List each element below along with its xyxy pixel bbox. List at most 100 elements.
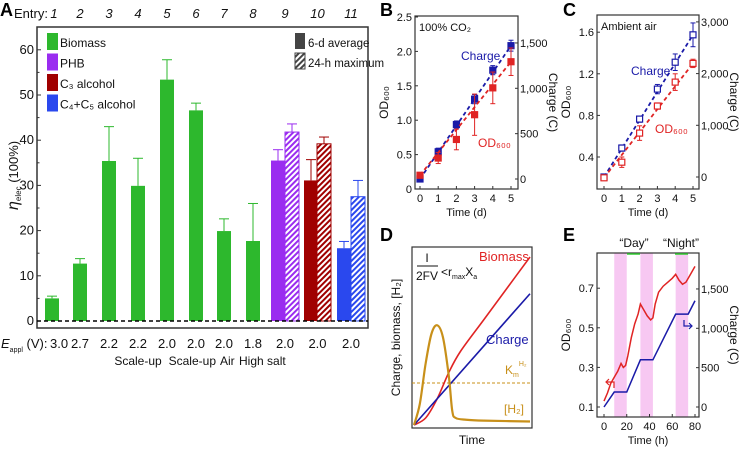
charge-trace [603, 300, 696, 408]
x-tick-label: 2 [453, 193, 459, 205]
eappl-value: 3.0 [50, 336, 68, 351]
biomass-curve [413, 256, 531, 426]
h2-curve [412, 324, 531, 426]
y-right-tick-label: 1,500 [701, 284, 729, 296]
legend-label: C₃ alcohol [60, 77, 115, 91]
km-base: K [505, 363, 513, 377]
y-right-tick-label: 0 [701, 402, 707, 414]
eappl-value: 2.2 [100, 336, 118, 351]
od-point [689, 59, 697, 68]
bar-entry-9-average [271, 160, 285, 321]
km-sup: H₂ [519, 361, 527, 368]
charge-axis-arrow-icon [683, 320, 693, 330]
od-point [416, 171, 424, 179]
od-point [653, 102, 662, 110]
eappl-symbol: E [1, 336, 10, 351]
y-axis-label: OD₆₀₀ [559, 319, 573, 352]
charge-point [653, 85, 662, 93]
od-point [600, 174, 608, 182]
x-tick-label: 0 [601, 193, 607, 205]
x-tick-label: 1 [619, 193, 625, 205]
eq-r-sub: max [452, 274, 466, 281]
charge-series-label: Charge [631, 64, 671, 78]
entry-number: 3 [105, 6, 113, 21]
entry-number: 11 [344, 6, 358, 21]
y-tick-label: 0.7 [579, 283, 594, 295]
y-label-symbol: η [5, 201, 22, 210]
equation-rhs: <rmaxXa [441, 265, 477, 281]
y-tick-label: 0.1 [579, 402, 594, 414]
x-tick-label: 20 [621, 421, 633, 433]
y-tick-label: 0.3 [579, 362, 594, 374]
y-tick-label: 1.0 [397, 115, 412, 127]
eappl-value: 2.0 [342, 336, 360, 351]
bar-entry-10-maximum [316, 143, 332, 322]
charge-label: Charge [486, 332, 529, 347]
entry-number: 9 [281, 6, 288, 21]
y-right-tick-label: 0 [520, 174, 526, 186]
bar-entry-10-average [304, 180, 318, 321]
bar-entry-6-average [189, 110, 203, 321]
y-right-axis-label: Charge (C) [727, 72, 740, 131]
bar-entry-8-average [246, 240, 260, 321]
x-tick-label: 5 [690, 193, 696, 205]
y-right-tick-label: 2,000 [701, 69, 729, 81]
od-point [635, 129, 644, 137]
x-tick-label: 0 [417, 193, 423, 205]
night-label: “Night” [663, 236, 699, 250]
x-tick-label: 4 [672, 193, 678, 205]
h2-label: [H₂] [504, 402, 524, 416]
y-tick-label: 0.8 [579, 110, 594, 122]
condition-note: Scale-up [169, 354, 217, 368]
y-right-axis-label: Charge (C) [727, 305, 740, 364]
entry-number: 2 [75, 6, 84, 21]
y-axis-label: ηelec (100%) [5, 141, 23, 210]
y-tick-label: 0 [406, 184, 412, 196]
y-tick-label: 1.5 [397, 81, 412, 93]
y-label-rest: (100%) [6, 141, 21, 187]
entry-number: 10 [310, 6, 325, 21]
dark-period-band [614, 253, 627, 417]
legend-swatch [47, 33, 58, 50]
y-tick-label: 10 [20, 268, 34, 283]
y-tick-label: 2.5 [397, 12, 412, 24]
bar-entry-11-maximum [350, 196, 366, 322]
panel-e-frame [596, 252, 700, 418]
x-tick-label: 60 [666, 421, 678, 433]
panel-b-frame [414, 15, 519, 190]
x-axis-label: Time (d) [446, 207, 487, 219]
biomass-label: Biomass [479, 249, 529, 264]
y-tick-label: 1.6 [579, 27, 594, 39]
y-tick-label: 40 [20, 132, 34, 147]
y-tick-label: 0.5 [397, 150, 412, 162]
od-fit-line [419, 61, 512, 176]
y-tick-label: 60 [20, 42, 34, 57]
od-point [507, 58, 515, 66]
charge-point [671, 58, 679, 66]
x-tick-label: 40 [643, 421, 655, 433]
eappl-value: 2.0 [187, 336, 205, 351]
condition-annotation: Ambient air [601, 21, 657, 33]
x-tick-label: 1 [435, 193, 441, 205]
bar-entry-2-average [73, 263, 87, 321]
day-label: “Day” [619, 236, 648, 250]
bar-entry-4-average [131, 185, 145, 321]
eappl-value: 2.0 [158, 336, 176, 351]
y-right-tick-label: 3,000 [701, 17, 729, 29]
y-right-tick-label: 1,000 [701, 120, 729, 132]
panel-letter-a: A [0, 0, 13, 20]
od-fit-line [603, 62, 694, 179]
y-axis-label: Charge, biomass, [H₂] [389, 279, 403, 396]
condition-annotation: 100% CO₂ [419, 22, 471, 34]
panel-letter-d: D [380, 225, 393, 245]
y-right-tick-label: 1,000 [701, 323, 729, 335]
condition-note: Scale-up [114, 354, 162, 368]
eappl-value: 1.8 [244, 336, 262, 351]
od-point [618, 158, 626, 166]
entry-number: 1 [50, 6, 57, 21]
legend-swatch-maximum [294, 52, 306, 70]
eappl-label: Eappl (V): [1, 336, 47, 354]
x-tick-label: 0 [601, 421, 607, 433]
panel-letter-b: B [380, 0, 393, 20]
